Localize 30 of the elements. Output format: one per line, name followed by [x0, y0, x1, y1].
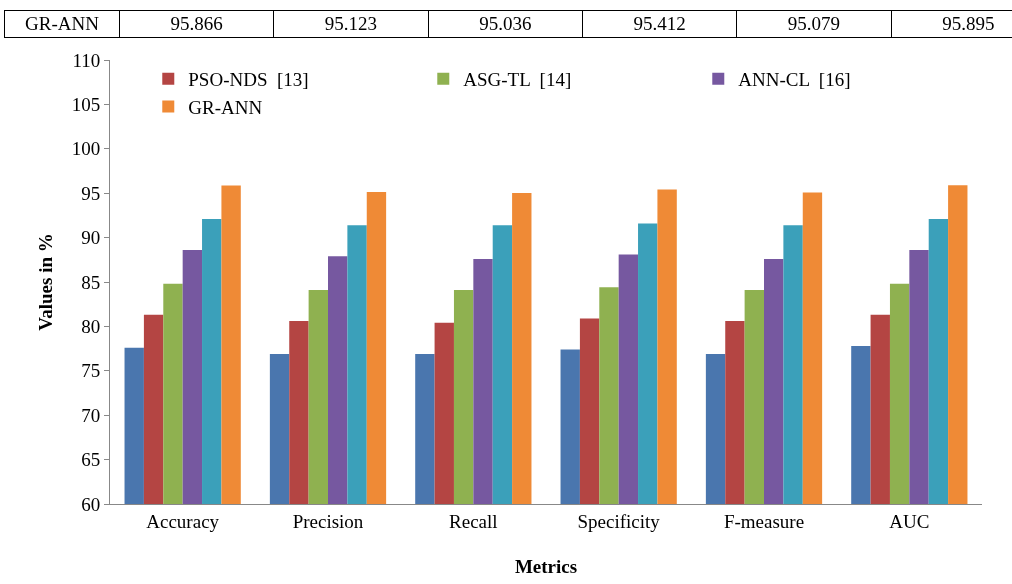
legend-label: PSO-NDS [13] [188, 69, 309, 91]
x-tick-label: Accuracy [146, 510, 220, 532]
data-label: 95.866 [119, 10, 274, 38]
x-tick-label: AUC [889, 510, 930, 532]
legend-label: ANN-CL [16] [738, 69, 851, 91]
x-tick-label: Specificity [577, 510, 661, 532]
x-axis-title: Metrics [514, 555, 578, 577]
y-axis-title: Values in % [34, 233, 56, 331]
y-tick-label: 85 [81, 271, 101, 293]
data-label: 95.036 [428, 10, 583, 38]
x-tick-label: Recall [449, 510, 498, 532]
x-tick-label: Precision [292, 510, 364, 532]
y-tick-label: 110 [72, 49, 101, 71]
y-tick-label: 75 [81, 360, 101, 382]
legend-label: GR-ANN [188, 96, 263, 118]
data-label: 95.079 [736, 10, 892, 38]
y-tick-label: 95 [81, 182, 101, 204]
data-label: 95.412 [582, 10, 737, 38]
legend-label: ASG-TL [14] [463, 69, 572, 91]
y-tick-label: 70 [81, 404, 101, 426]
y-tick-label: 105 [71, 94, 101, 116]
y-tick-label: 80 [81, 316, 101, 338]
data-label: 95.895 [891, 10, 1012, 38]
x-tick-label: F-measure [723, 510, 805, 532]
y-tick-label: 65 [81, 449, 101, 471]
text: GR-ANN [25, 13, 99, 34]
y-tick-label: 60 [81, 493, 101, 515]
y-tick-label: 90 [81, 227, 101, 249]
data-label: 95.123 [273, 10, 429, 38]
y-tick-label: 100 [71, 138, 101, 160]
